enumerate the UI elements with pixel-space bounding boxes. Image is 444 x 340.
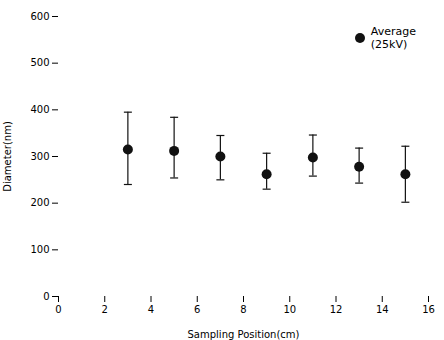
svg-text:400: 400 bbox=[30, 104, 49, 115]
svg-text:12: 12 bbox=[330, 304, 343, 315]
svg-text:200: 200 bbox=[30, 197, 49, 208]
svg-text:Diameter(nm): Diameter(nm) bbox=[2, 121, 13, 192]
svg-text:2: 2 bbox=[102, 304, 108, 315]
svg-text:500: 500 bbox=[30, 57, 49, 68]
svg-text:Sampling Position(cm): Sampling Position(cm) bbox=[188, 329, 300, 340]
svg-text:4: 4 bbox=[148, 304, 154, 315]
svg-text:16: 16 bbox=[422, 304, 435, 315]
svg-text:14: 14 bbox=[376, 304, 389, 315]
svg-text:100: 100 bbox=[30, 244, 49, 255]
svg-text:0: 0 bbox=[55, 304, 61, 315]
svg-text:6: 6 bbox=[194, 304, 200, 315]
svg-text:0: 0 bbox=[43, 291, 49, 302]
html-text:(25kV): (25kV) bbox=[370, 38, 408, 52]
svg-text:10: 10 bbox=[283, 304, 296, 315]
svg-text:8: 8 bbox=[240, 304, 246, 315]
svg-text:300: 300 bbox=[30, 151, 49, 162]
html-text:Average: Average bbox=[370, 25, 416, 38]
svg-text:600: 600 bbox=[30, 11, 49, 22]
